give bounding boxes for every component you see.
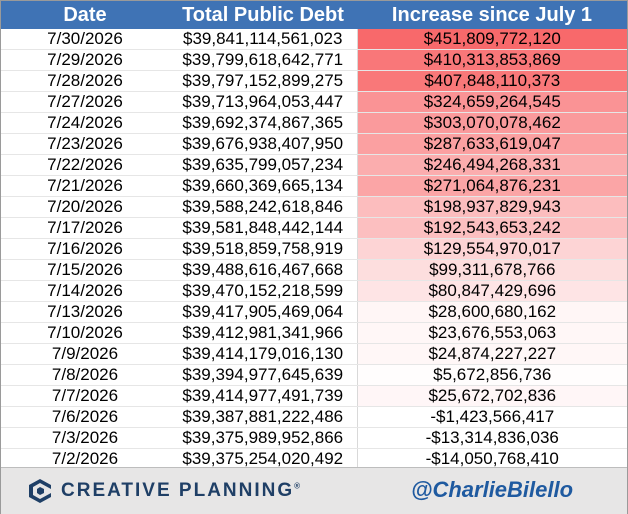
cell-total-public-debt: $39,394,977,645,639 bbox=[169, 364, 357, 386]
cell-date: 7/20/2026 bbox=[1, 196, 169, 218]
cell-total-public-debt: $39,713,964,053,447 bbox=[169, 91, 357, 113]
cell-total-public-debt: $39,414,179,016,130 bbox=[169, 343, 357, 365]
cell-date: 7/28/2026 bbox=[1, 70, 169, 92]
cell-date: 7/17/2026 bbox=[1, 217, 169, 239]
cell-total-public-debt: $39,488,616,467,668 bbox=[169, 259, 357, 281]
cell-total-public-debt: $39,692,374,867,365 bbox=[169, 112, 357, 134]
cell-total-public-debt: $39,660,369,665,134 bbox=[169, 175, 357, 197]
cell-increase: $451,809,772,120 bbox=[356, 29, 627, 50]
author-handle: @CharlieBilello bbox=[411, 477, 574, 502]
cell-date: 7/27/2026 bbox=[1, 91, 169, 113]
table-row: 7/8/2026 $39,394,977,645,639 $5,672,856,73… bbox=[1, 364, 627, 386]
cell-total-public-debt: $39,799,618,642,771 bbox=[169, 49, 357, 71]
table-row: 7/24/2026 $39,692,374,867,365 $303,070,078… bbox=[1, 112, 627, 134]
cell-total-public-debt: $39,414,977,491,739 bbox=[169, 385, 357, 407]
cell-increase: $23,676,553,063 bbox=[356, 322, 627, 344]
cell-increase: -$14,050,768,410 bbox=[356, 448, 627, 470]
cell-total-public-debt: $39,518,859,758,919 bbox=[169, 238, 357, 260]
cell-increase: $303,070,078,462 bbox=[356, 112, 627, 134]
cell-total-public-debt: $39,387,881,222,486 bbox=[169, 406, 357, 428]
cell-total-public-debt: $39,470,152,218,599 bbox=[169, 280, 357, 302]
cell-date: 7/15/2026 bbox=[1, 259, 169, 281]
cell-increase: $324,659,264,545 bbox=[356, 91, 627, 113]
cell-increase: $129,554,970,017 bbox=[356, 238, 627, 260]
header-date: Date bbox=[1, 1, 169, 29]
cell-increase: -$13,314,836,036 bbox=[356, 427, 627, 449]
table-row: 7/14/2026 $39,470,152,218,599 $80,847,429,… bbox=[1, 280, 627, 302]
cell-total-public-debt: $39,375,254,020,492 bbox=[169, 448, 357, 470]
debt-table: Date Total Public Debt Increase since Ju… bbox=[1, 1, 627, 491]
table-row: 7/28/2026 $39,797,152,899,275 $407,848,110… bbox=[1, 70, 627, 92]
cell-increase: $192,543,653,242 bbox=[356, 217, 627, 239]
table-row: 7/29/2026 $39,799,618,642,771 $410,313,853… bbox=[1, 49, 627, 71]
table-row: 7/22/2026 $39,635,799,057,234 $246,494,268… bbox=[1, 154, 627, 176]
brand-logo-text: CREATIVE PLANNING® bbox=[61, 480, 301, 501]
cell-total-public-debt: $39,588,242,618,846 bbox=[169, 196, 357, 218]
table-row: 7/9/2026 $39,414,179,016,130 $24,874,227,2… bbox=[1, 343, 627, 365]
cell-total-public-debt: $39,676,938,407,950 bbox=[169, 133, 357, 155]
cell-date: 7/22/2026 bbox=[1, 154, 169, 176]
table-row: 7/10/2026 $39,412,981,341,966 $23,676,553,… bbox=[1, 322, 627, 344]
cell-increase: $28,600,680,162 bbox=[356, 301, 627, 323]
cell-increase: $5,672,856,736 bbox=[356, 364, 627, 386]
cell-date: 7/13/2026 bbox=[1, 301, 169, 323]
cell-increase: $80,847,429,696 bbox=[356, 280, 627, 302]
cell-date: 7/24/2026 bbox=[1, 112, 169, 134]
cell-total-public-debt: $39,417,905,469,064 bbox=[169, 301, 357, 323]
cell-increase: $25,672,702,836 bbox=[356, 385, 627, 407]
cell-increase: $24,874,227,227 bbox=[356, 343, 627, 365]
cell-increase: $271,064,876,231 bbox=[356, 175, 627, 197]
table-row: 7/6/2026 $39,387,881,222,486 -$1,423,566,4… bbox=[1, 406, 627, 428]
cell-date: 7/10/2026 bbox=[1, 322, 169, 344]
cell-total-public-debt: $39,581,848,442,144 bbox=[169, 217, 357, 239]
cell-date: 7/3/2026 bbox=[1, 427, 169, 449]
table-row: 7/2/2026 $39,375,254,020,492 -$14,050,768,… bbox=[1, 448, 627, 470]
cell-increase: $407,848,110,373 bbox=[356, 70, 627, 92]
cell-increase: $246,494,268,331 bbox=[356, 154, 627, 176]
header-increase-since-july-1: Increase since July 1 bbox=[357, 1, 627, 29]
cell-date: 7/16/2026 bbox=[1, 238, 169, 260]
cell-date: 7/8/2026 bbox=[1, 364, 169, 386]
header-row: Date Total Public Debt Increase since Ju… bbox=[1, 1, 627, 29]
cell-total-public-debt: $39,635,799,057,234 bbox=[169, 154, 357, 176]
cell-date: 7/14/2026 bbox=[1, 280, 169, 302]
cell-date: 7/23/2026 bbox=[1, 133, 169, 155]
cell-date: 7/2/2026 bbox=[1, 448, 169, 470]
header-total-public-debt: Total Public Debt bbox=[169, 1, 357, 29]
cell-date: 7/6/2026 bbox=[1, 406, 169, 428]
table-row: 7/17/2026 $39,581,848,442,144 $192,543,653… bbox=[1, 217, 627, 239]
cell-date: 7/7/2026 bbox=[1, 385, 169, 407]
table-row: 7/30/2026 $39,841,114,561,023 $451,809,772… bbox=[1, 29, 627, 50]
cell-increase: $287,633,619,047 bbox=[356, 133, 627, 155]
cell-date: 7/9/2026 bbox=[1, 343, 169, 365]
table-row: 7/13/2026 $39,417,905,469,064 $28,600,680,… bbox=[1, 301, 627, 323]
table-row: 7/7/2026 $39,414,977,491,739 $25,672,702,8… bbox=[1, 385, 627, 407]
cell-date: 7/30/2026 bbox=[1, 29, 169, 50]
cell-total-public-debt: $39,375,989,952,866 bbox=[169, 427, 357, 449]
creative-planning-c-icon bbox=[29, 479, 51, 503]
cell-date: 7/21/2026 bbox=[1, 175, 169, 197]
table-row: 7/27/2026 $39,713,964,053,447 $324,659,264… bbox=[1, 91, 627, 113]
cell-increase: -$1,423,566,417 bbox=[356, 406, 627, 428]
table-row: 7/23/2026 $39,676,938,407,950 $287,633,619… bbox=[1, 133, 627, 155]
cell-increase: $410,313,853,869 bbox=[356, 49, 627, 71]
footer-bar: CREATIVE PLANNING® @CharlieBilello bbox=[1, 467, 627, 514]
table-row: 7/16/2026 $39,518,859,758,919 $129,554,970… bbox=[1, 238, 627, 260]
cell-total-public-debt: $39,412,981,341,966 bbox=[169, 322, 357, 344]
cell-increase: $198,937,829,943 bbox=[356, 196, 627, 218]
cell-total-public-debt: $39,841,114,561,023 bbox=[169, 29, 357, 50]
table-row: 7/21/2026 $39,660,369,665,134 $271,064,876… bbox=[1, 175, 627, 197]
cell-increase: $99,311,678,766 bbox=[356, 259, 627, 281]
cell-total-public-debt: $39,797,152,899,275 bbox=[169, 70, 357, 92]
table-row: 7/20/2026 $39,588,242,618,846 $198,937,829… bbox=[1, 196, 627, 218]
table-row: 7/15/2026 $39,488,616,467,668 $99,311,678,… bbox=[1, 259, 627, 281]
cell-date: 7/29/2026 bbox=[1, 49, 169, 71]
table-row: 7/3/2026 $39,375,989,952,866 -$13,314,836,… bbox=[1, 427, 627, 449]
